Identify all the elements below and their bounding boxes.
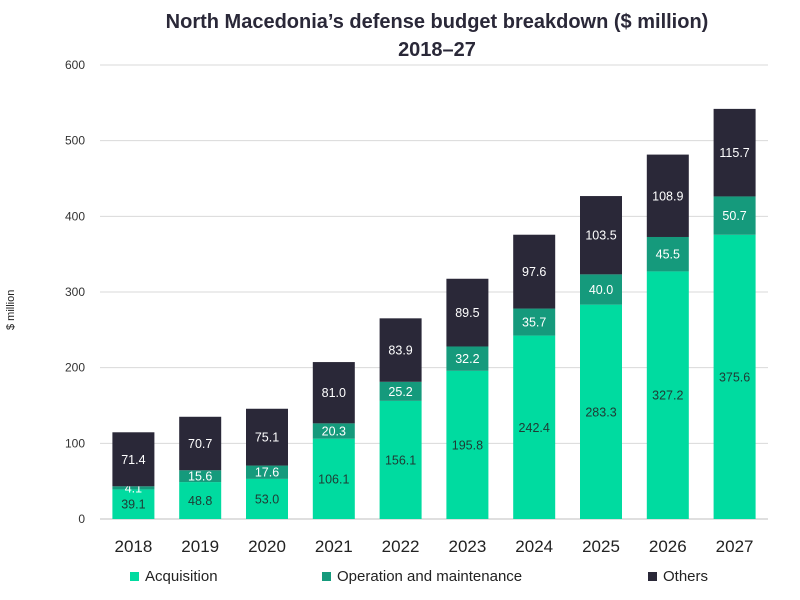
bar-segment-operation-and-maintenance — [580, 274, 622, 305]
x-tick-label: 2027 — [716, 537, 754, 556]
bar-segment-operation-and-maintenance — [379, 381, 422, 401]
data-label: 32.2 — [455, 352, 479, 366]
x-tick-label: 2021 — [315, 537, 353, 556]
y-tick-label: 400 — [65, 209, 85, 223]
bar-segment-acquisition — [312, 438, 355, 519]
data-label: 53.0 — [255, 492, 279, 506]
data-label: 45.5 — [656, 248, 680, 262]
bar-segment-others — [646, 154, 689, 237]
data-label: 83.9 — [388, 344, 412, 358]
data-label: 115.7 — [719, 146, 749, 160]
data-label: 48.8 — [188, 494, 212, 508]
bar-segment-operation-and-maintenance — [713, 196, 756, 235]
y-tick-label: 0 — [78, 512, 85, 526]
bar-segment-operation-and-maintenance — [513, 308, 556, 336]
data-label: 106.1 — [318, 472, 349, 486]
chart-title-line2: 2018–27 — [398, 39, 476, 61]
bar-segment-others — [112, 432, 155, 487]
bar-segment-others — [713, 108, 756, 197]
x-tick-label: 2024 — [515, 537, 553, 556]
stacked-bar-chart: 010020030040050060039.14.171.4201848.815… — [65, 58, 768, 556]
bar-segment-acquisition — [246, 478, 288, 519]
legend-label-acquisition: Acquisition — [145, 568, 218, 585]
legend-item-acquisition: Acquisition — [130, 568, 218, 585]
x-tick-label: 2025 — [582, 537, 620, 556]
data-label: 39.1 — [121, 498, 145, 512]
bar-segment-operation-and-maintenance — [112, 486, 155, 490]
data-label: 156.1 — [385, 453, 416, 467]
x-tick-label: 2026 — [649, 537, 687, 556]
bar-segment-acquisition — [580, 304, 622, 519]
bar-segment-acquisition — [713, 234, 756, 519]
legend-swatch-acquisition — [130, 572, 139, 581]
data-label: 75.1 — [255, 431, 279, 445]
bar-segment-operation-and-maintenance — [646, 236, 689, 272]
chart-title: North Macedonia’s defense budget breakdo… — [0, 8, 800, 64]
data-label: 50.7 — [722, 209, 746, 223]
legend: Acquisition Operation and maintenance Ot… — [0, 568, 800, 592]
y-tick-label: 200 — [65, 361, 85, 375]
bar-segment-acquisition — [379, 400, 422, 519]
data-label: 15.6 — [188, 470, 212, 484]
bar-segment-acquisition — [112, 489, 155, 519]
bar-segment-others — [513, 234, 556, 309]
x-tick-label: 2022 — [382, 537, 420, 556]
data-label: 20.3 — [322, 425, 346, 439]
legend-swatch-others — [648, 572, 657, 581]
data-label: 70.7 — [188, 437, 212, 451]
legend-label-others: Others — [663, 568, 709, 585]
y-tick-label: 100 — [65, 436, 85, 450]
data-label: 17.6 — [255, 466, 279, 480]
legend-item-others: Others — [648, 568, 708, 585]
x-tick-label: 2018 — [114, 537, 152, 556]
bar-segment-operation-and-maintenance — [446, 346, 489, 371]
bar-segment-operation-and-maintenance — [179, 470, 222, 483]
legend-label-operation-maintenance: Operation and maintenance — [337, 568, 523, 585]
data-label: 40.0 — [589, 283, 613, 297]
data-label: 89.5 — [455, 306, 479, 320]
data-label: 103.5 — [585, 229, 616, 243]
legend-swatch-operation-maintenance — [322, 572, 331, 581]
bar-segment-operation-and-maintenance — [246, 465, 288, 479]
y-tick-label: 600 — [65, 58, 85, 72]
x-tick-label: 2020 — [248, 537, 286, 556]
chart-title-line1: North Macedonia’s defense budget breakdo… — [165, 11, 709, 33]
bar-segment-acquisition — [646, 271, 689, 519]
legend-item-operation-maintenance: Operation and maintenance — [322, 568, 522, 585]
bar-segment-acquisition — [179, 482, 222, 519]
data-label: 283.3 — [585, 405, 616, 419]
x-tick-label: 2023 — [448, 537, 486, 556]
data-label: 25.2 — [388, 385, 412, 399]
x-tick-label: 2019 — [181, 537, 219, 556]
data-label: 108.9 — [652, 189, 683, 203]
bar-segment-others — [179, 416, 222, 471]
data-label: 375.6 — [719, 370, 750, 384]
bar-segment-others — [580, 196, 622, 275]
bar-segment-acquisition — [513, 335, 556, 519]
bar-segment-acquisition — [446, 370, 489, 519]
data-label: 35.7 — [522, 316, 546, 330]
bar-segment-others — [246, 408, 288, 466]
bar-segment-operation-and-maintenance — [312, 423, 355, 439]
bar-segment-others — [379, 318, 422, 382]
data-label: 327.2 — [652, 389, 683, 403]
bar-segment-others — [446, 278, 489, 347]
data-label: 195.8 — [452, 438, 483, 452]
data-label: 71.4 — [121, 453, 145, 467]
data-label: 242.4 — [519, 421, 550, 435]
y-tick-label: 300 — [65, 285, 85, 299]
bar-segment-others — [312, 362, 355, 424]
y-tick-label: 500 — [65, 134, 85, 148]
data-label: 97.6 — [522, 265, 546, 279]
data-label: 81.0 — [322, 386, 346, 400]
